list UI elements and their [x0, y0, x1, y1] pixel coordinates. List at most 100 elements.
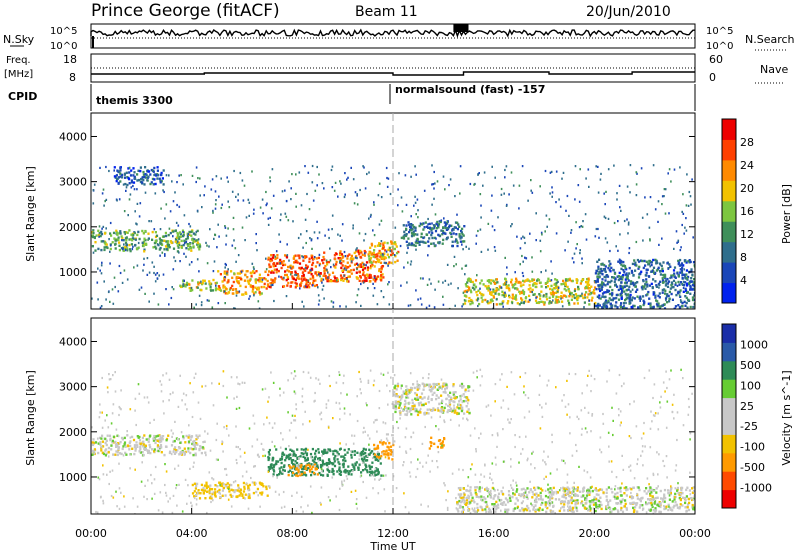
heatmap-cell [302, 259, 305, 262]
heatmap-cell [347, 465, 350, 468]
heatmap-cell [437, 224, 439, 227]
heatmap-cell [492, 290, 495, 293]
heatmap-cell [647, 498, 650, 501]
heatmap-cell [144, 229, 147, 233]
heatmap-cell [119, 232, 122, 235]
heatmap-cell [359, 275, 362, 278]
heatmap-cell [444, 232, 447, 235]
heatmap-cell [137, 436, 140, 439]
heatmap-cell [389, 250, 392, 253]
heatmap-cell [630, 299, 633, 302]
heatmap-cell [97, 442, 100, 445]
heatmap-cell [430, 409, 434, 412]
heatmap-cell [689, 292, 692, 295]
heatmap-cell [115, 179, 118, 183]
heatmap-cell [269, 176, 271, 179]
heatmap-cell [183, 239, 186, 242]
heatmap-cell [301, 300, 303, 303]
heatmap-cell [142, 453, 145, 457]
heatmap-cell [607, 299, 610, 303]
heatmap-cell [678, 493, 681, 496]
heatmap-cell [164, 445, 168, 448]
heatmap-cell [382, 242, 385, 245]
heatmap-cell [273, 299, 275, 303]
heatmap-cell [227, 291, 231, 294]
heatmap-cell [416, 383, 419, 386]
heatmap-cell [294, 270, 297, 273]
heatmap-cell [428, 278, 431, 281]
heatmap-cell [360, 471, 363, 474]
heatmap-cell [210, 289, 213, 292]
heatmap-cell [319, 275, 321, 278]
heatmap-cell [440, 219, 443, 222]
heatmap-cell [430, 227, 433, 230]
heatmap-cell [607, 503, 610, 506]
heatmap-cell [552, 486, 555, 490]
heatmap-cell [373, 471, 376, 474]
heatmap-cell [128, 441, 131, 445]
heatmap-cell [284, 189, 286, 192]
heatmap-cell [198, 248, 201, 251]
heatmap-cell [577, 287, 580, 291]
heatmap-cell [681, 302, 684, 305]
heatmap-cell [528, 491, 531, 494]
heatmap-cell [504, 283, 507, 286]
heatmap-cell [612, 495, 615, 498]
heatmap-cell [155, 435, 158, 438]
heatmap-cell [441, 446, 444, 449]
heatmap-cell [187, 441, 191, 445]
heatmap-cell [497, 497, 500, 500]
heatmap-cell [248, 297, 250, 300]
heatmap-cell [573, 252, 576, 255]
heatmap-cell [470, 298, 473, 302]
nsearch-tick-top: 10^5 [706, 26, 733, 37]
heatmap-cell [369, 280, 372, 283]
heatmap-cell [414, 195, 416, 198]
heatmap-cell [556, 468, 558, 471]
heatmap-cell [280, 466, 283, 469]
heatmap-cell [405, 409, 408, 412]
heatmap-cell [207, 485, 210, 488]
heatmap-cell [141, 176, 144, 179]
heatmap-cell [273, 268, 276, 271]
heatmap-cell [348, 470, 352, 473]
heatmap-cell [495, 298, 498, 301]
heatmap-cell [192, 453, 195, 457]
heatmap-cell [217, 302, 220, 305]
heatmap-cell [376, 244, 380, 247]
heatmap-cell [586, 285, 589, 288]
heatmap-cell [571, 257, 574, 260]
heatmap-cell [488, 510, 491, 513]
heatmap-cell [141, 436, 144, 440]
heatmap-cell [663, 464, 666, 468]
heatmap-cell [183, 453, 186, 456]
heatmap-cell [412, 383, 415, 386]
heatmap-cell [686, 284, 689, 287]
heatmap-cell [515, 287, 518, 290]
heatmap-cell [102, 445, 105, 448]
heatmap-cell [639, 305, 642, 308]
heatmap-cell [510, 281, 513, 284]
heatmap-cell [121, 236, 124, 240]
heatmap-cell [168, 227, 171, 230]
heatmap-cell [663, 188, 666, 191]
heatmap-cell [268, 448, 271, 452]
heatmap-cell [201, 282, 204, 285]
heatmap-cell [158, 237, 161, 240]
heatmap-cell [137, 241, 140, 245]
heatmap-cell [668, 168, 671, 171]
heatmap-cell [559, 205, 562, 208]
heatmap-cell [495, 500, 498, 504]
heatmap-cell [305, 230, 308, 233]
heatmap-cell [686, 486, 689, 489]
heatmap-cell [629, 293, 632, 297]
heatmap-cell [489, 298, 492, 302]
heatmap-cell [548, 504, 551, 507]
heatmap-cell [608, 307, 611, 309]
heatmap-cell [271, 283, 274, 286]
heatmap-cell [424, 402, 427, 405]
heatmap-cell [649, 302, 652, 305]
heatmap-cell [176, 250, 179, 253]
heatmap-cell [642, 239, 644, 242]
heatmap-cell [662, 497, 665, 501]
